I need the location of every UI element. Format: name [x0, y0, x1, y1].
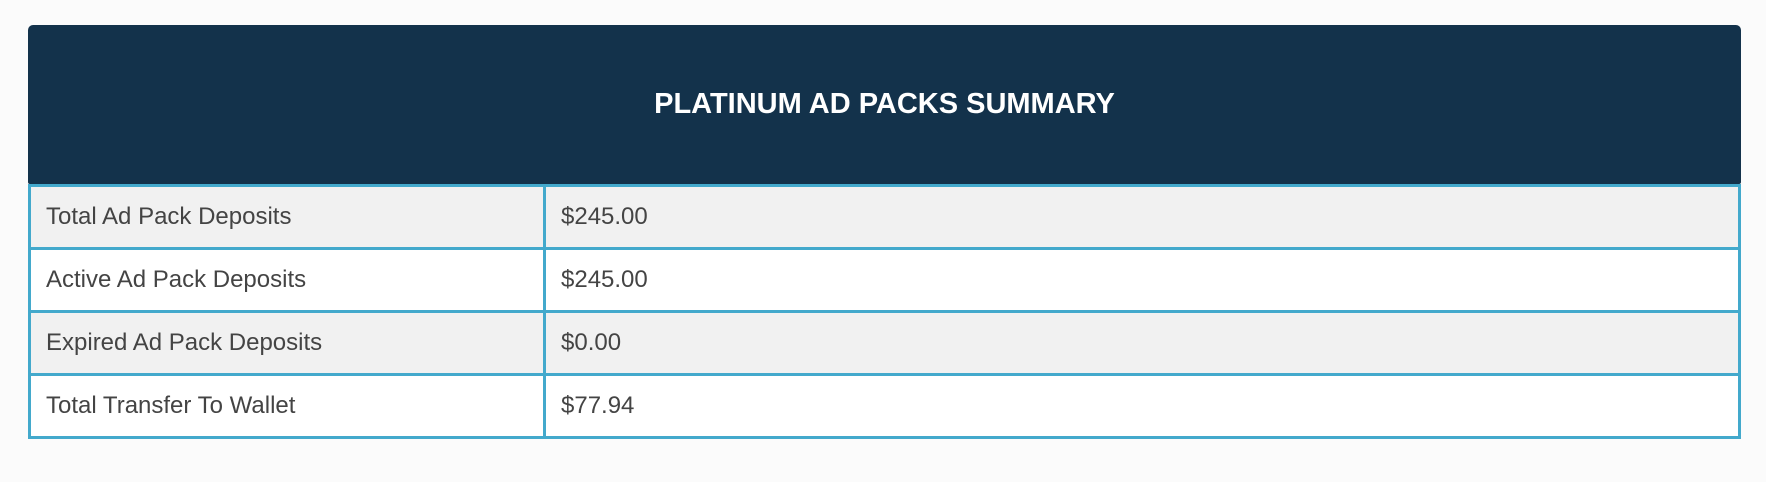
row-label: Expired Ad Pack Deposits	[28, 310, 546, 376]
row-value: $245.00	[543, 247, 1741, 313]
row-label: Total Ad Pack Deposits	[28, 184, 546, 250]
panel-header: PLATINUM AD PACKS SUMMARY	[28, 25, 1741, 184]
row-value: $0.00	[543, 310, 1741, 376]
table-row: Expired Ad Pack Deposits $0.00	[28, 310, 1741, 376]
row-label: Active Ad Pack Deposits	[28, 247, 546, 313]
row-value: $245.00	[543, 184, 1741, 250]
row-value: $77.94	[543, 373, 1741, 439]
summary-panel: PLATINUM AD PACKS SUMMARY Total Ad Pack …	[28, 25, 1741, 439]
table-row: Total Ad Pack Deposits $245.00	[28, 184, 1741, 250]
table-row: Total Transfer To Wallet $77.94	[28, 373, 1741, 439]
row-label: Total Transfer To Wallet	[28, 373, 546, 439]
table-row: Active Ad Pack Deposits $245.00	[28, 247, 1741, 313]
summary-table: Total Ad Pack Deposits $245.00 Active Ad P…	[28, 184, 1741, 439]
panel-title: PLATINUM AD PACKS SUMMARY	[654, 88, 1115, 120]
